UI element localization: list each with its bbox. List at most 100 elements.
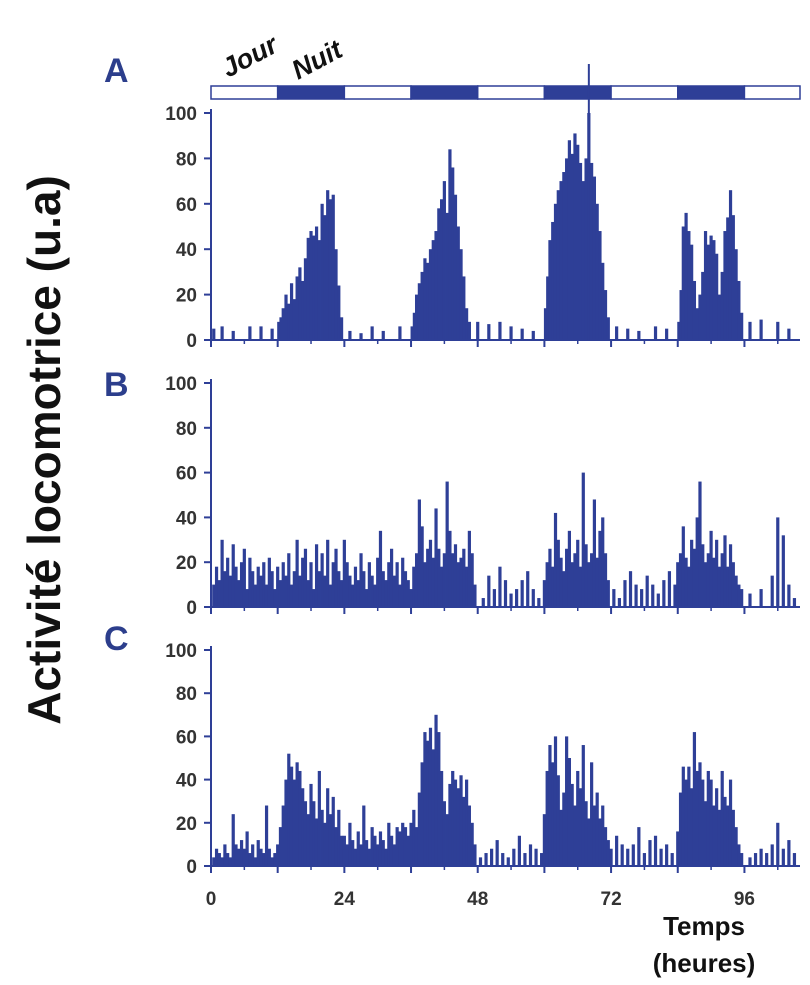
activity-bar <box>576 144 580 340</box>
x-tick-label: 72 <box>601 889 622 910</box>
activity-bar <box>512 848 516 866</box>
activity-bar <box>470 822 474 866</box>
activity-bar <box>498 566 502 607</box>
activity-bar <box>573 805 577 866</box>
activity-bar <box>620 844 624 866</box>
activity-bar <box>623 580 627 607</box>
activity-bar <box>465 308 469 340</box>
activity-bar <box>428 539 433 607</box>
activity-bar <box>703 562 708 607</box>
activity-bar <box>309 231 313 340</box>
activity-bar <box>720 271 724 340</box>
activity-bar <box>279 317 283 340</box>
activity-bar <box>453 194 458 340</box>
activity-bar <box>595 792 599 866</box>
activity-bar <box>326 788 330 866</box>
activity-bar <box>362 805 366 866</box>
activity-bar <box>459 775 463 866</box>
activity-bar <box>684 779 688 866</box>
activity-bar <box>595 557 599 607</box>
activity-bar <box>759 319 763 340</box>
activity-bar <box>434 231 438 340</box>
activity-bar <box>667 571 672 607</box>
activity-bar <box>792 853 797 866</box>
activity-bar <box>581 181 585 340</box>
activity-bar <box>781 535 785 607</box>
activity-bar <box>590 162 594 340</box>
activity-bar <box>692 732 697 866</box>
activity-bar <box>737 844 741 866</box>
activity-bar <box>376 557 380 607</box>
activity-bar <box>731 809 735 866</box>
activity-bar <box>420 271 424 340</box>
panels-group: A 0 20 40 60 80 100 B 0 20 40 60 80 100 C 0 20 40 60 80 100 0… <box>104 52 801 910</box>
activity-bar <box>292 779 296 866</box>
y-tick-label: 100 <box>165 641 197 662</box>
night-label: Nuit <box>287 34 348 86</box>
activity-bar <box>681 226 685 340</box>
activity-bar <box>659 848 663 866</box>
activity-bar <box>392 575 396 607</box>
activity-bar <box>787 584 791 607</box>
x-tick-label: 24 <box>334 889 356 910</box>
activity-bar <box>334 827 338 866</box>
activity-bar <box>362 571 366 607</box>
activity-bar <box>378 530 383 607</box>
activity-bar <box>409 589 413 607</box>
activity-bar <box>231 814 235 866</box>
activity-bar <box>434 714 438 866</box>
activity-bar <box>348 822 352 866</box>
activity-bar <box>342 835 346 866</box>
activity-bar <box>556 539 560 607</box>
activity-bar <box>262 562 266 607</box>
activity-bar <box>237 848 241 866</box>
activity-bar <box>578 566 583 607</box>
activity-bar <box>740 853 744 866</box>
activity-bar <box>567 140 572 340</box>
x-tick-label: 48 <box>467 889 488 910</box>
activity-bar <box>456 562 460 607</box>
activity-bar <box>423 562 427 607</box>
y-tick-label: 20 <box>176 814 197 835</box>
activity-bar <box>245 831 249 866</box>
activity-bar <box>690 539 694 607</box>
activity-bar <box>370 575 374 607</box>
activity-bar <box>679 290 683 340</box>
activity-bar <box>698 762 702 866</box>
activity-bar <box>442 181 446 340</box>
activity-bar <box>251 571 255 607</box>
y-tick-label: 20 <box>176 553 197 574</box>
y-tick-label: 40 <box>176 771 197 792</box>
activity-bar <box>323 575 327 607</box>
activity-bar <box>414 553 419 607</box>
y-tick-label: 100 <box>165 374 197 395</box>
y-tick-label: 0 <box>186 331 197 352</box>
activity-bar <box>451 167 455 340</box>
activity-bar <box>217 580 221 607</box>
x-tick-label: 96 <box>734 889 755 910</box>
y-tick-label: 80 <box>176 684 197 705</box>
activity-bar <box>709 530 713 607</box>
activity-bar <box>695 308 699 340</box>
activity-bar <box>306 237 310 340</box>
activity-bar <box>567 758 572 866</box>
phase-segment-jour <box>476 85 546 100</box>
activity-bar <box>565 548 569 607</box>
activity-bar <box>548 548 552 607</box>
activity-bar <box>264 584 269 607</box>
activity-bar <box>562 792 566 866</box>
activity-bar <box>715 253 719 340</box>
activity-bar <box>245 589 249 607</box>
activity-bar <box>734 249 738 340</box>
panel-b: B 0 20 40 60 80 100 <box>104 366 800 619</box>
phase-segment-jour <box>210 85 279 100</box>
activity-bar <box>256 840 260 866</box>
activity-bar <box>570 562 574 607</box>
activity-bar <box>339 835 344 866</box>
activity-bar <box>226 557 230 607</box>
activity-bar <box>748 321 752 340</box>
activity-bar <box>677 321 681 340</box>
activity-bar <box>637 827 641 866</box>
activity-bar <box>314 818 319 866</box>
activity-bar <box>287 553 291 607</box>
